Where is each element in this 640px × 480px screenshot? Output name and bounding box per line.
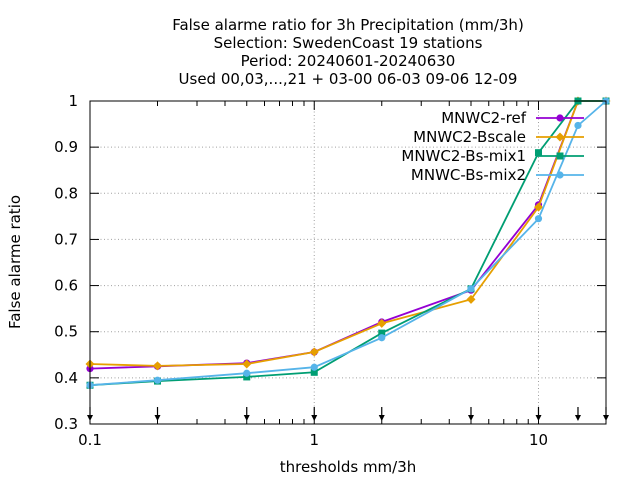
legend-label: MNWC2-ref bbox=[441, 109, 526, 127]
data-point bbox=[310, 363, 318, 371]
threshold-marker-head bbox=[467, 415, 474, 421]
threshold-marker-head bbox=[154, 415, 161, 421]
series-line bbox=[89, 100, 607, 387]
threshold-marker-head bbox=[574, 415, 581, 421]
threshold-marker-head bbox=[243, 415, 250, 421]
data-point bbox=[378, 334, 386, 342]
data-point bbox=[153, 361, 163, 371]
legend: MNWC2-refMNWC2-BscaleMNWC2-Bs-mix1MNWC-B… bbox=[401, 109, 584, 184]
data-point bbox=[377, 318, 387, 328]
data-point bbox=[574, 121, 582, 130]
data-point bbox=[556, 171, 564, 179]
y-tick-label: 0.3 bbox=[54, 415, 78, 433]
data-point bbox=[466, 294, 476, 304]
data-point bbox=[309, 347, 319, 357]
series-line bbox=[89, 100, 606, 370]
data-point bbox=[243, 373, 251, 381]
y-tick-label: 0.5 bbox=[54, 323, 78, 341]
data-point bbox=[555, 132, 565, 142]
y-tick-label: 0.9 bbox=[54, 138, 78, 156]
data-point bbox=[243, 369, 251, 377]
series-mnwc2-bscale bbox=[85, 96, 611, 371]
data-point bbox=[533, 202, 543, 212]
series-lines bbox=[85, 96, 611, 389]
data-point bbox=[534, 149, 542, 157]
threshold-markers bbox=[87, 407, 609, 421]
series-mnwc2-bs-mix1 bbox=[86, 97, 610, 389]
series-line bbox=[89, 100, 606, 387]
title-line: Selection: SwedenCoast 19 stations bbox=[214, 34, 483, 52]
y-tick-label: 0.4 bbox=[54, 369, 78, 387]
title-line: Period: 20240601-20240630 bbox=[241, 52, 456, 70]
y-axis-label: False alarme ratio bbox=[6, 195, 24, 329]
data-point bbox=[378, 329, 386, 337]
x-tick-label: 10 bbox=[529, 431, 548, 449]
data-point bbox=[153, 376, 162, 384]
chart-title: False alarme ratio for 3h Precipitation … bbox=[172, 16, 524, 88]
y-tick-label: 1 bbox=[68, 92, 78, 110]
legend-label: MNWC2-Bs-mix1 bbox=[401, 147, 526, 165]
series-mnwc2-ref bbox=[86, 97, 610, 373]
plot-frame bbox=[89, 100, 607, 425]
data-point bbox=[310, 368, 318, 376]
x-tick-label: 1 bbox=[309, 431, 319, 449]
data-point bbox=[467, 285, 475, 293]
threshold-marker-head bbox=[311, 415, 318, 421]
data-point bbox=[242, 359, 252, 369]
title-line: False alarme ratio for 3h Precipitation … bbox=[172, 16, 524, 34]
legend-label: MNWC-Bs-mix2 bbox=[411, 166, 526, 184]
x-tick-label: 0.1 bbox=[78, 431, 102, 449]
data-point bbox=[556, 114, 564, 122]
threshold-marker-head bbox=[378, 415, 385, 421]
title-line: Used 00,03,...,21 + 03-00 06-03 09-06 12… bbox=[179, 70, 518, 88]
threshold-marker-head bbox=[535, 415, 542, 421]
data-point bbox=[556, 152, 564, 160]
series-mnwc-bs-mix2 bbox=[86, 97, 610, 389]
x-axis-label: thresholds mm/3h bbox=[280, 458, 417, 476]
axis-ticks: 0.3 0.4 0.5 0.6 0.7 0.8 0.9 1 0.1 1 10 bbox=[54, 92, 606, 449]
y-tick-label: 0.6 bbox=[54, 277, 78, 295]
legend-label: MNWC2-Bscale bbox=[413, 128, 526, 146]
series-line bbox=[89, 100, 606, 367]
y-tick-label: 0.8 bbox=[54, 184, 78, 202]
y-tick-label: 0.7 bbox=[54, 230, 78, 248]
data-point bbox=[534, 215, 543, 223]
grid bbox=[90, 101, 606, 424]
